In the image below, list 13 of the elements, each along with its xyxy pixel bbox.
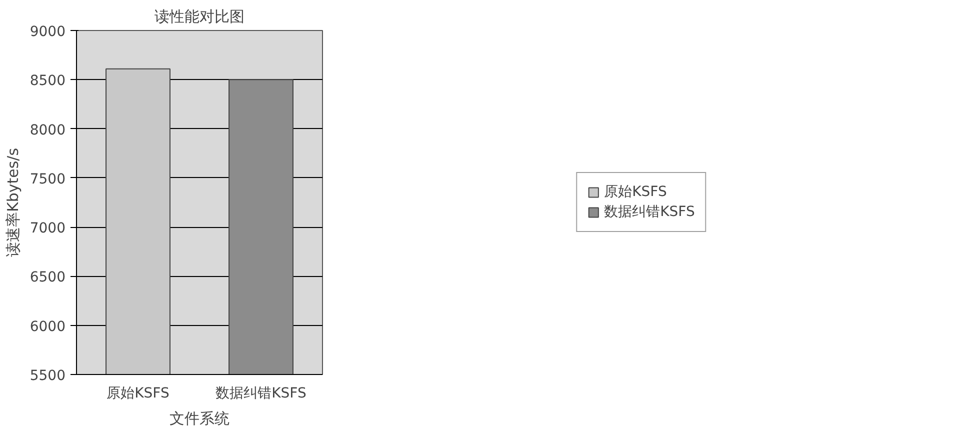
legend-label: 数据纠错KSFS <box>604 203 695 221</box>
chart-title: 读性能对比图 <box>154 8 244 26</box>
y-tick-label: 7000 <box>30 220 66 237</box>
y-axis-title: 读速率Kbytes/s <box>4 148 22 258</box>
y-tick-label: 6500 <box>30 270 66 286</box>
y-tick-label: 9000 <box>30 24 66 40</box>
y-tick-label: 8000 <box>30 122 66 138</box>
x-axis-title: 文件系统 <box>170 410 230 428</box>
y-tick-label: 5500 <box>30 368 66 384</box>
y-tick-label: 7500 <box>30 171 66 188</box>
y-tick-label: 8500 <box>30 73 66 90</box>
y-tick-label: 6000 <box>30 318 66 335</box>
legend-label: 原始KSFS <box>604 183 667 201</box>
